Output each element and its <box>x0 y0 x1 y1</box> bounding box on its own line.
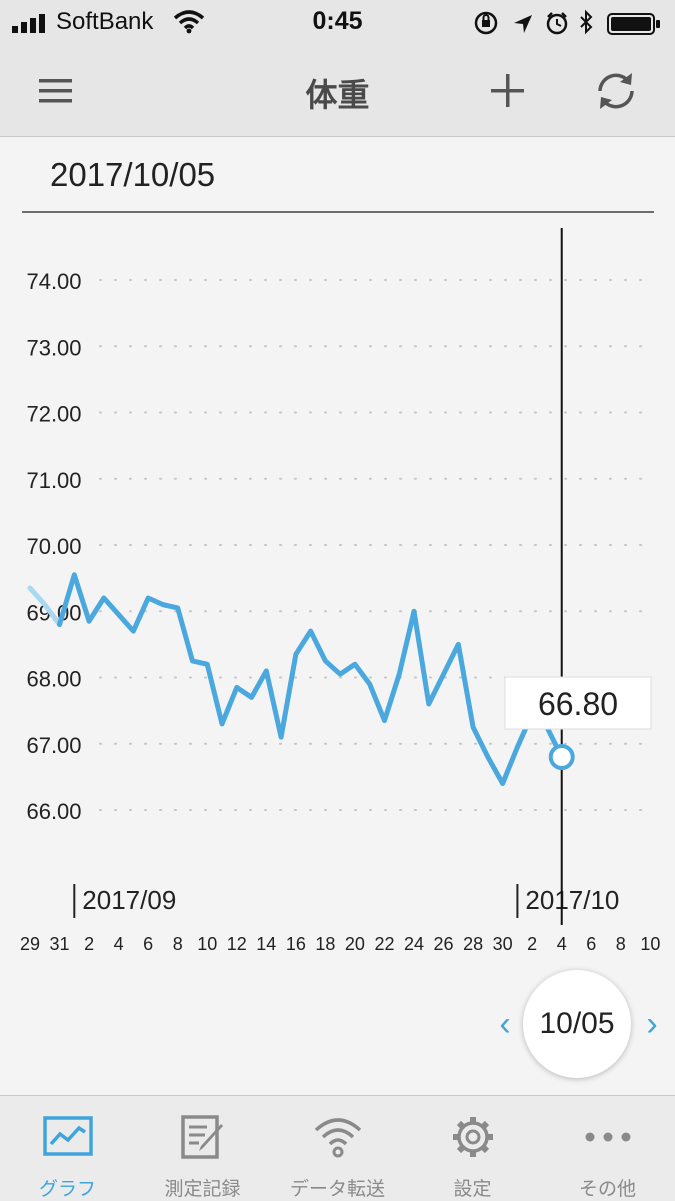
add-button[interactable] <box>483 66 533 116</box>
x-tick-label: 2 <box>84 934 94 954</box>
previous-day-button[interactable]: ‹ <box>499 1005 511 1043</box>
y-tick-label: 70.00 <box>26 534 81 559</box>
record-edit-icon <box>181 1115 223 1159</box>
x-tick-label: 26 <box>434 934 454 954</box>
x-tick-label: 30 <box>493 934 513 954</box>
y-tick-label: 68.00 <box>26 667 81 692</box>
tab-more[interactable]: その他 <box>540 1096 675 1201</box>
x-tick-label: 6 <box>143 934 153 954</box>
menu-button[interactable] <box>30 66 80 116</box>
tab-data-transfer-label: データ転送 <box>289 1179 385 1200</box>
x-tick-label: 28 <box>463 934 483 954</box>
value-callout-label: 66.80 <box>538 686 618 722</box>
status-time: 0:45 <box>312 7 363 35</box>
page-title: 体重 <box>305 77 370 113</box>
x-tick-label: 16 <box>286 934 306 954</box>
x-tick-label: 4 <box>557 934 567 954</box>
y-tick-label: 66.00 <box>26 799 81 824</box>
y-tick-label: 71.00 <box>26 468 81 493</box>
navigation-bar: 体重 <box>0 44 675 137</box>
sync-icon <box>598 73 634 109</box>
tab-graph[interactable]: グラフ <box>0 1096 135 1201</box>
x-tick-label: 2 <box>527 934 537 954</box>
tab-more-label: その他 <box>578 1179 636 1200</box>
current-day-button[interactable]: 10/05 <box>523 970 631 1078</box>
x-tick-label: 22 <box>374 934 394 954</box>
signal-strength-icon <box>12 14 45 33</box>
series-line-faded <box>27 585 63 627</box>
alarm-icon <box>546 12 568 35</box>
value-callout <box>504 676 652 730</box>
tab-settings-label: 設定 <box>453 1179 492 1200</box>
current-day-label: 10/05 <box>539 1007 615 1040</box>
weight-chart[interactable]: 74.00 73.00 72.00 71.00 70.00 69.00 68.00 67.00… <box>0 215 675 960</box>
wifi-icon <box>173 10 205 34</box>
more-icon <box>585 1132 631 1142</box>
graph-icon <box>43 1116 93 1156</box>
month-label: 2017/10 <box>525 885 619 915</box>
x-tick-label: 12 <box>227 934 247 954</box>
x-tick-label: 8 <box>616 934 626 954</box>
tab-records-label: 測定記録 <box>164 1179 241 1200</box>
carrier-name: SoftBank <box>56 8 154 35</box>
gear-icon <box>453 1117 493 1157</box>
x-tick-label: 14 <box>256 934 276 954</box>
hamburger-menu-icon <box>39 79 72 103</box>
selected-date-header: 2017/10/05 <box>50 156 216 193</box>
wifi-transfer-icon <box>314 1118 362 1158</box>
plus-icon <box>491 74 524 107</box>
status-icons <box>474 9 660 35</box>
y-tick-label: 73.00 <box>26 335 81 360</box>
x-tick-label: 20 <box>345 934 365 954</box>
selected-point[interactable] <box>548 744 575 770</box>
orientation-lock-icon <box>474 11 498 35</box>
x-tick-label: 29 <box>20 934 40 954</box>
x-tick-label: 6 <box>586 934 596 954</box>
location-icon <box>514 15 532 33</box>
tab-settings[interactable]: 設定 <box>405 1096 540 1201</box>
battery-icon <box>607 13 660 35</box>
x-tick-label: 18 <box>315 934 335 954</box>
x-tick-label: 31 <box>50 934 70 954</box>
tab-data-transfer[interactable]: データ転送 <box>270 1096 405 1201</box>
y-tick-label: 72.00 <box>26 402 81 427</box>
x-tick-label: 10 <box>640 934 660 954</box>
month-label: 2017/09 <box>82 885 176 915</box>
x-tick-label: 8 <box>173 934 183 954</box>
tab-records[interactable]: 測定記録 <box>135 1096 270 1201</box>
status-bar: SoftBank 0:45 <box>0 0 675 44</box>
tab-graph-label: グラフ <box>38 1179 96 1200</box>
date-divider <box>22 211 654 213</box>
series-line <box>57 572 565 786</box>
y-tick-label: 67.00 <box>26 733 81 758</box>
bluetooth-icon <box>580 9 593 35</box>
sync-button[interactable] <box>591 66 641 116</box>
x-tick-label: 10 <box>197 934 217 954</box>
x-tick-label: 24 <box>404 934 424 954</box>
next-day-button[interactable]: › <box>646 1005 658 1043</box>
x-tick-label: 4 <box>114 934 124 954</box>
y-tick-label: 74.00 <box>26 269 81 294</box>
y-tick-label: 69.00 <box>26 600 81 625</box>
tab-bar: グラフ 測定記録 データ転送 設定 <box>0 1095 675 1201</box>
